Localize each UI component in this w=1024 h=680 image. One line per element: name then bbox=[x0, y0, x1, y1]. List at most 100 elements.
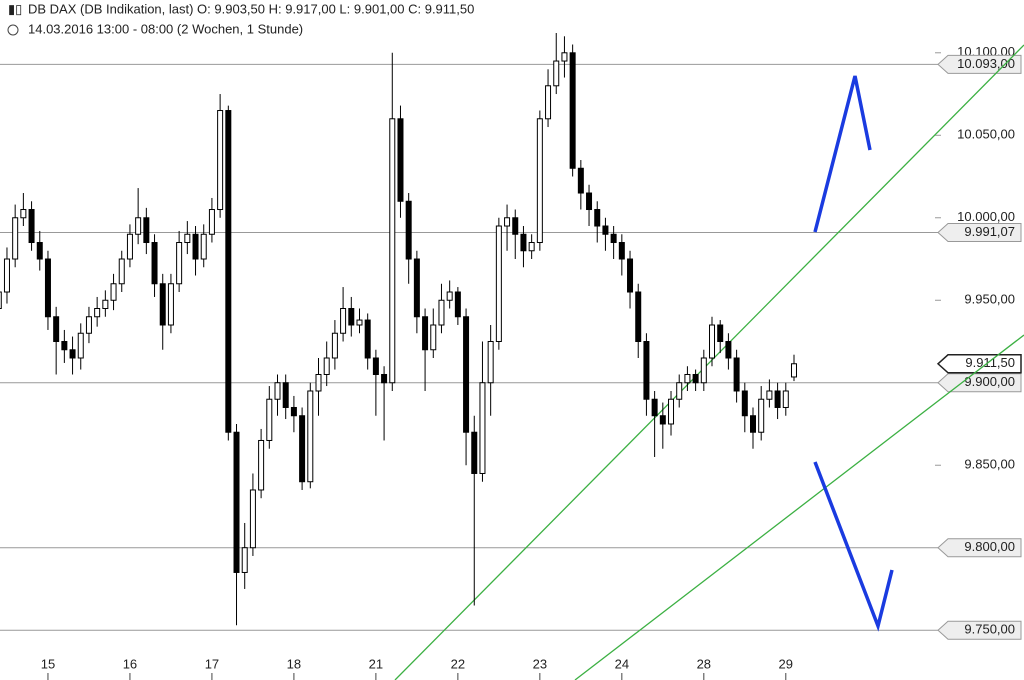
x-tick-label: 23 bbox=[533, 656, 547, 671]
y-tick-label: 9.850,00 bbox=[964, 457, 1015, 472]
candle-body bbox=[528, 242, 535, 252]
price-box-label: 9.911,50 bbox=[965, 355, 1015, 370]
candle-body bbox=[126, 233, 133, 260]
candle-body bbox=[159, 283, 166, 326]
candle-body bbox=[676, 382, 683, 400]
candle-body bbox=[315, 373, 322, 392]
candle-body bbox=[282, 382, 289, 408]
candle-body bbox=[299, 415, 306, 483]
candle-body bbox=[151, 242, 158, 285]
candle-body bbox=[643, 340, 650, 400]
candle-body bbox=[143, 217, 150, 244]
candle-body bbox=[28, 209, 35, 244]
candle-body bbox=[290, 406, 297, 417]
x-tick-label: 17 bbox=[205, 656, 219, 671]
candle-body bbox=[758, 398, 765, 433]
candle-body bbox=[184, 233, 191, 244]
candle-body bbox=[618, 242, 625, 260]
x-tick-label: 22 bbox=[451, 656, 465, 671]
candle-body bbox=[741, 390, 748, 417]
candle-body bbox=[610, 233, 617, 244]
candle-body bbox=[430, 324, 437, 351]
candle-body bbox=[249, 489, 256, 549]
candle-body bbox=[586, 192, 593, 211]
candle-body bbox=[348, 308, 355, 326]
candle-body bbox=[167, 283, 174, 326]
candle-body bbox=[446, 291, 453, 301]
candle-body bbox=[413, 258, 420, 318]
candle-body bbox=[627, 258, 634, 293]
price-box bbox=[937, 222, 1022, 242]
price-box-label: 10.093,00 bbox=[957, 56, 1015, 71]
price-box bbox=[936, 354, 1022, 374]
candle-body bbox=[381, 373, 388, 384]
arrow-down bbox=[813, 461, 894, 632]
y-tick-label: 10.000,00 bbox=[957, 209, 1015, 224]
candle-body bbox=[774, 390, 781, 408]
candle-body bbox=[233, 431, 240, 573]
candle-body bbox=[594, 209, 601, 227]
price-box bbox=[937, 373, 1022, 393]
candle-body bbox=[405, 200, 412, 260]
chart-icon: ▮▯ bbox=[8, 1, 22, 16]
candle-body bbox=[684, 373, 691, 384]
candle-body bbox=[569, 52, 576, 169]
price-box-label: 9.800,00 bbox=[964, 539, 1015, 554]
candle-body bbox=[725, 340, 732, 359]
candle-body bbox=[536, 118, 543, 244]
candle-body bbox=[454, 291, 461, 318]
candle-body bbox=[397, 118, 404, 202]
candle-body bbox=[36, 242, 43, 260]
y-tick-label: 10.050,00 bbox=[957, 127, 1015, 142]
candle-body bbox=[577, 167, 584, 194]
candle-body bbox=[69, 349, 76, 359]
candle-body bbox=[266, 398, 273, 441]
candle-body bbox=[487, 340, 494, 384]
candle-body bbox=[307, 390, 314, 483]
candle-body bbox=[438, 299, 445, 326]
candle-body bbox=[709, 324, 716, 359]
chart-title: DB DAX (DB Indikation, last) O: 9.903,50… bbox=[28, 1, 474, 16]
candle-body bbox=[471, 431, 478, 474]
candle-body bbox=[77, 332, 84, 359]
candle-body bbox=[479, 382, 486, 474]
candle-body bbox=[422, 316, 429, 351]
candle-body bbox=[733, 357, 740, 392]
chart-subtitle: 14.03.2016 13:00 - 08:00 (2 Wochen, 1 St… bbox=[28, 21, 303, 36]
candle-body bbox=[790, 363, 797, 378]
candle-body bbox=[561, 52, 568, 62]
candle-body bbox=[766, 390, 773, 400]
candle-body bbox=[504, 217, 511, 227]
x-tick-label: 21 bbox=[369, 656, 383, 671]
candle-body bbox=[20, 209, 27, 219]
candle-body bbox=[94, 308, 101, 318]
candle-body bbox=[750, 415, 757, 433]
candle-body bbox=[553, 60, 560, 87]
arrow-up bbox=[813, 75, 872, 233]
candle-body bbox=[102, 299, 109, 310]
candle-body bbox=[61, 340, 68, 351]
candle-body bbox=[340, 308, 347, 334]
candle-body bbox=[0, 291, 2, 310]
price-box bbox=[937, 620, 1022, 640]
candle-body bbox=[520, 233, 527, 252]
candle-body bbox=[545, 85, 552, 120]
candle-body bbox=[12, 217, 19, 260]
candle-body bbox=[323, 357, 330, 375]
candle-body bbox=[700, 357, 707, 384]
candle-body bbox=[651, 398, 658, 417]
candle-body bbox=[331, 332, 338, 359]
candle-body bbox=[200, 233, 207, 260]
candle-body bbox=[208, 209, 215, 235]
y-tick-label: 9.950,00 bbox=[964, 292, 1015, 307]
candle-body bbox=[118, 258, 125, 285]
candle-body bbox=[258, 439, 265, 491]
candle-body bbox=[364, 319, 371, 359]
candle-body bbox=[668, 398, 675, 425]
candle-body bbox=[225, 110, 232, 433]
clock-icon bbox=[7, 24, 19, 36]
candle-body bbox=[692, 373, 699, 384]
candle-body bbox=[217, 110, 224, 211]
candle-body bbox=[635, 291, 642, 342]
